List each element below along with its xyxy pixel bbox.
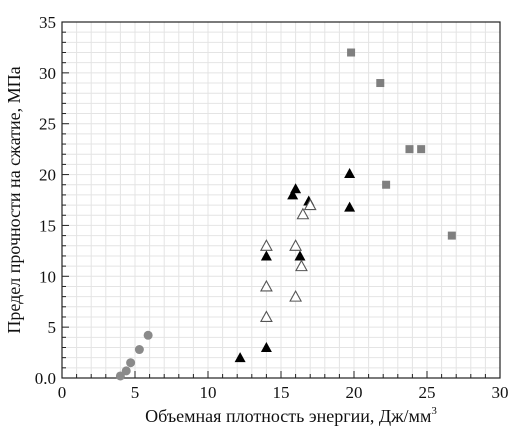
x-axis-title: Объемная плотность энергии, Дж/мм3 (145, 405, 437, 426)
data-point-square (405, 145, 414, 154)
data-point-triangle-open (303, 198, 317, 211)
x-tick-label: 5 (131, 383, 140, 402)
data-point-triangle-filled (294, 250, 306, 261)
data-point-square (376, 79, 385, 88)
tick-labels: 0 5 10 15 20 25 30 0.0 5 10 15 20 25 30 35 (35, 13, 509, 402)
y-tick-label: 35 (39, 13, 56, 32)
data-point-triangle-filled (344, 201, 356, 212)
data-point-triangle-open (289, 239, 303, 251)
data-point-circle (121, 366, 131, 376)
x-tick-label: 15 (273, 383, 290, 402)
data-point-triangle-filled (344, 168, 356, 179)
data-point-triangle-open (259, 239, 273, 251)
data-point-circle (134, 345, 144, 355)
data-point-triangle-filled (287, 189, 299, 200)
x-tick-label: 30 (492, 383, 509, 402)
y-axis-title: Предел прочности на сжатие, МПа (4, 66, 24, 333)
data-point-circle (143, 330, 153, 340)
x-tick-label: 0 (58, 383, 67, 402)
y-tick-label: 5 (48, 318, 57, 337)
y-tick-label: 25 (39, 115, 56, 134)
data-point-triangle-open (259, 279, 273, 292)
data-point-triangle-open (296, 207, 310, 220)
x-tick-label: 25 (419, 383, 436, 402)
data-point-square (347, 48, 356, 57)
data-point-square (447, 231, 456, 240)
y-tick-label: 0.0 (35, 369, 56, 388)
data-point-triangle-filled (234, 352, 246, 363)
y-tick-label: 15 (39, 216, 56, 235)
data-point-square (382, 180, 391, 189)
data-point-triangle-filled (260, 250, 272, 261)
x-tick-label: 10 (200, 383, 217, 402)
data-points (115, 48, 456, 381)
data-point-triangle-filled (260, 341, 272, 352)
data-point-triangle-open (295, 259, 308, 272)
data-point-circle (126, 358, 136, 368)
data-point-square (417, 145, 426, 154)
data-point-triangle-filled (290, 183, 302, 194)
y-tick-label: 20 (39, 166, 56, 185)
axis-ticks (61, 21, 501, 379)
data-point-circle (115, 371, 125, 381)
x-tick-label: 20 (346, 383, 363, 402)
y-tick-label: 10 (39, 267, 56, 286)
x-axis-title-text: Объемная плотность энергии, Дж/мм (145, 406, 431, 426)
data-point-triangle-open (289, 289, 303, 302)
data-point-triangle-open (259, 310, 273, 323)
y-tick-label: 30 (39, 64, 56, 83)
grid-lines (62, 22, 500, 378)
x-axis-title-superscript: 3 (431, 405, 437, 417)
